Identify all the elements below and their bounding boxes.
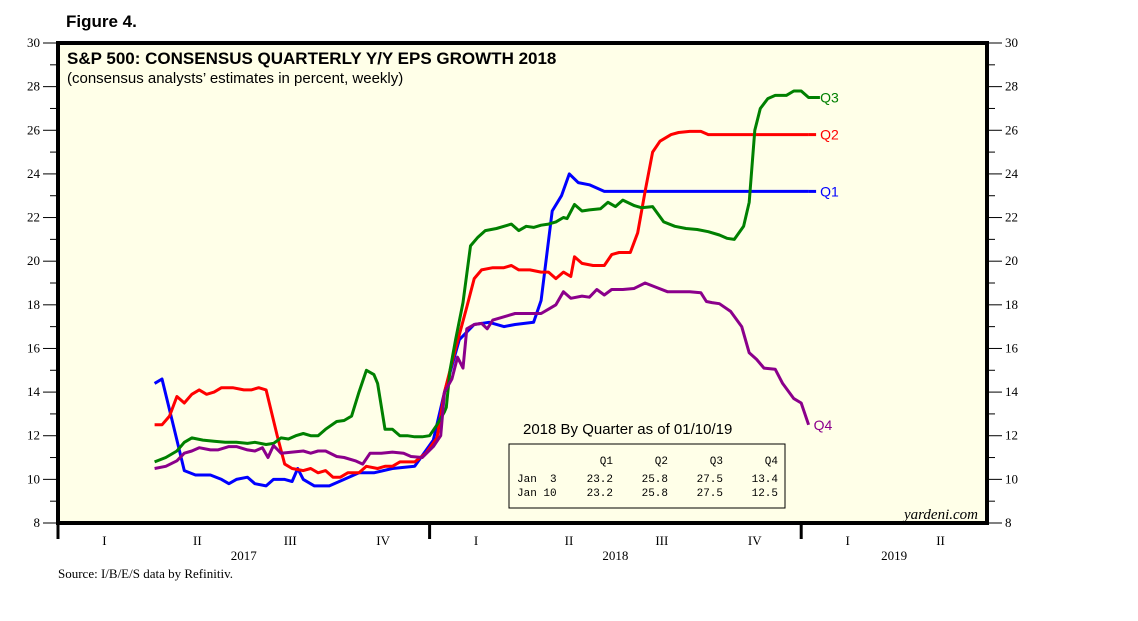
- series-line-q3: [154, 89, 820, 464]
- data-table-box: [508, 443, 786, 509]
- y-tick-label: 30: [1005, 35, 1018, 50]
- table-cell: 27.5: [697, 488, 723, 500]
- table-cell: 23.2: [587, 488, 613, 500]
- table-row-label: Jan 3: [517, 474, 557, 486]
- y-tick-label: 22: [1005, 210, 1018, 225]
- series-label-q2: Q2: [820, 127, 839, 143]
- y-tick-label: 24: [1005, 166, 1019, 181]
- y-tick-label: 26: [1005, 122, 1019, 137]
- table-header: Q3: [710, 456, 723, 468]
- y-tick-label: 10: [1005, 471, 1018, 486]
- y-tick-label: 28: [1005, 79, 1018, 94]
- series-label-q1: Q1: [820, 183, 839, 199]
- series-label-q4: Q4: [814, 417, 833, 433]
- y-tick-label: 18: [1005, 297, 1018, 312]
- x-quarter-label: I: [845, 533, 849, 548]
- y-axis-right: 8 10 12 14 16 18 20 22 24 26 28 30: [987, 35, 1019, 530]
- x-quarter-label: III: [284, 533, 297, 548]
- table-header: Q4: [765, 456, 779, 468]
- x-quarter-label: IV: [748, 533, 762, 548]
- x-year-label: 2018: [602, 548, 628, 563]
- y-tick-label: 22: [27, 210, 40, 225]
- y-tick-label: 16: [1005, 340, 1019, 355]
- series-label-q3: Q3: [820, 90, 839, 106]
- series-line-q2: [154, 129, 809, 479]
- x-year-label: 2017: [231, 548, 258, 563]
- y-tick-label: 20: [27, 253, 40, 268]
- y-tick-label: 8: [34, 515, 41, 530]
- x-quarter-label: I: [102, 533, 106, 548]
- x-quarter-label: III: [655, 533, 668, 548]
- table-row-label: Jan 10: [517, 488, 557, 500]
- chart-subtitle: (consensus analysts’ estimates in percen…: [67, 70, 403, 87]
- x-quarter-label: II: [565, 533, 574, 548]
- table-header: Q2: [655, 456, 668, 468]
- table-cell: 23.2: [587, 474, 613, 486]
- y-tick-label: 18: [27, 297, 40, 312]
- plot-background: [56, 41, 989, 525]
- watermark: yardeni.com: [902, 507, 978, 523]
- table-cell: 12.5: [752, 488, 778, 500]
- table-title: 2018 By Quarter as of 01/10/19: [523, 421, 732, 438]
- table-header: Q1: [600, 456, 614, 468]
- chart-title: S&P 500: CONSENSUS QUARTERLY Y/Y EPS GRO…: [67, 49, 556, 68]
- y-tick-label: 10: [27, 471, 40, 486]
- series-line-q4: [154, 281, 811, 470]
- y-tick-label: 8: [1005, 515, 1012, 530]
- x-quarter-label: II: [193, 533, 202, 548]
- data-table: Q1 Q2 Q3 Q4 Jan 3 23.2 25.8 27.5 13.4 Jan 10 23.2 2…: [517, 456, 778, 500]
- x-quarter-label: II: [936, 533, 945, 548]
- y-tick-label: 14: [1005, 384, 1019, 399]
- y-tick-label: 20: [1005, 253, 1018, 268]
- series-layer: [153, 89, 820, 488]
- y-tick-label: 28: [27, 79, 40, 94]
- y-tick-label: 26: [27, 122, 41, 137]
- x-quarter-label: I: [474, 533, 478, 548]
- table-cell: 25.8: [642, 488, 668, 500]
- figure-label: Figure 4.: [66, 12, 137, 31]
- y-tick-label: 12: [27, 428, 40, 443]
- x-year-label: 2019: [881, 548, 907, 563]
- table-cell: 27.5: [697, 474, 723, 486]
- y-tick-label: 14: [27, 384, 41, 399]
- source-note: Source: I/B/E/S data by Refinitiv.: [58, 566, 233, 581]
- table-cell: 25.8: [642, 474, 668, 486]
- y-tick-label: 16: [27, 340, 41, 355]
- y-tick-label: 24: [27, 166, 41, 181]
- table-cell: 13.4: [752, 474, 779, 486]
- y-tick-label: 30: [27, 35, 40, 50]
- y-axis-left: 8 10 12 14 16 18 20 22 24 26 28 30: [27, 35, 58, 530]
- x-quarter-label: IV: [376, 533, 390, 548]
- y-tick-label: 12: [1005, 428, 1018, 443]
- series-labels: Q1 Q2 Q3 Q4: [814, 90, 839, 433]
